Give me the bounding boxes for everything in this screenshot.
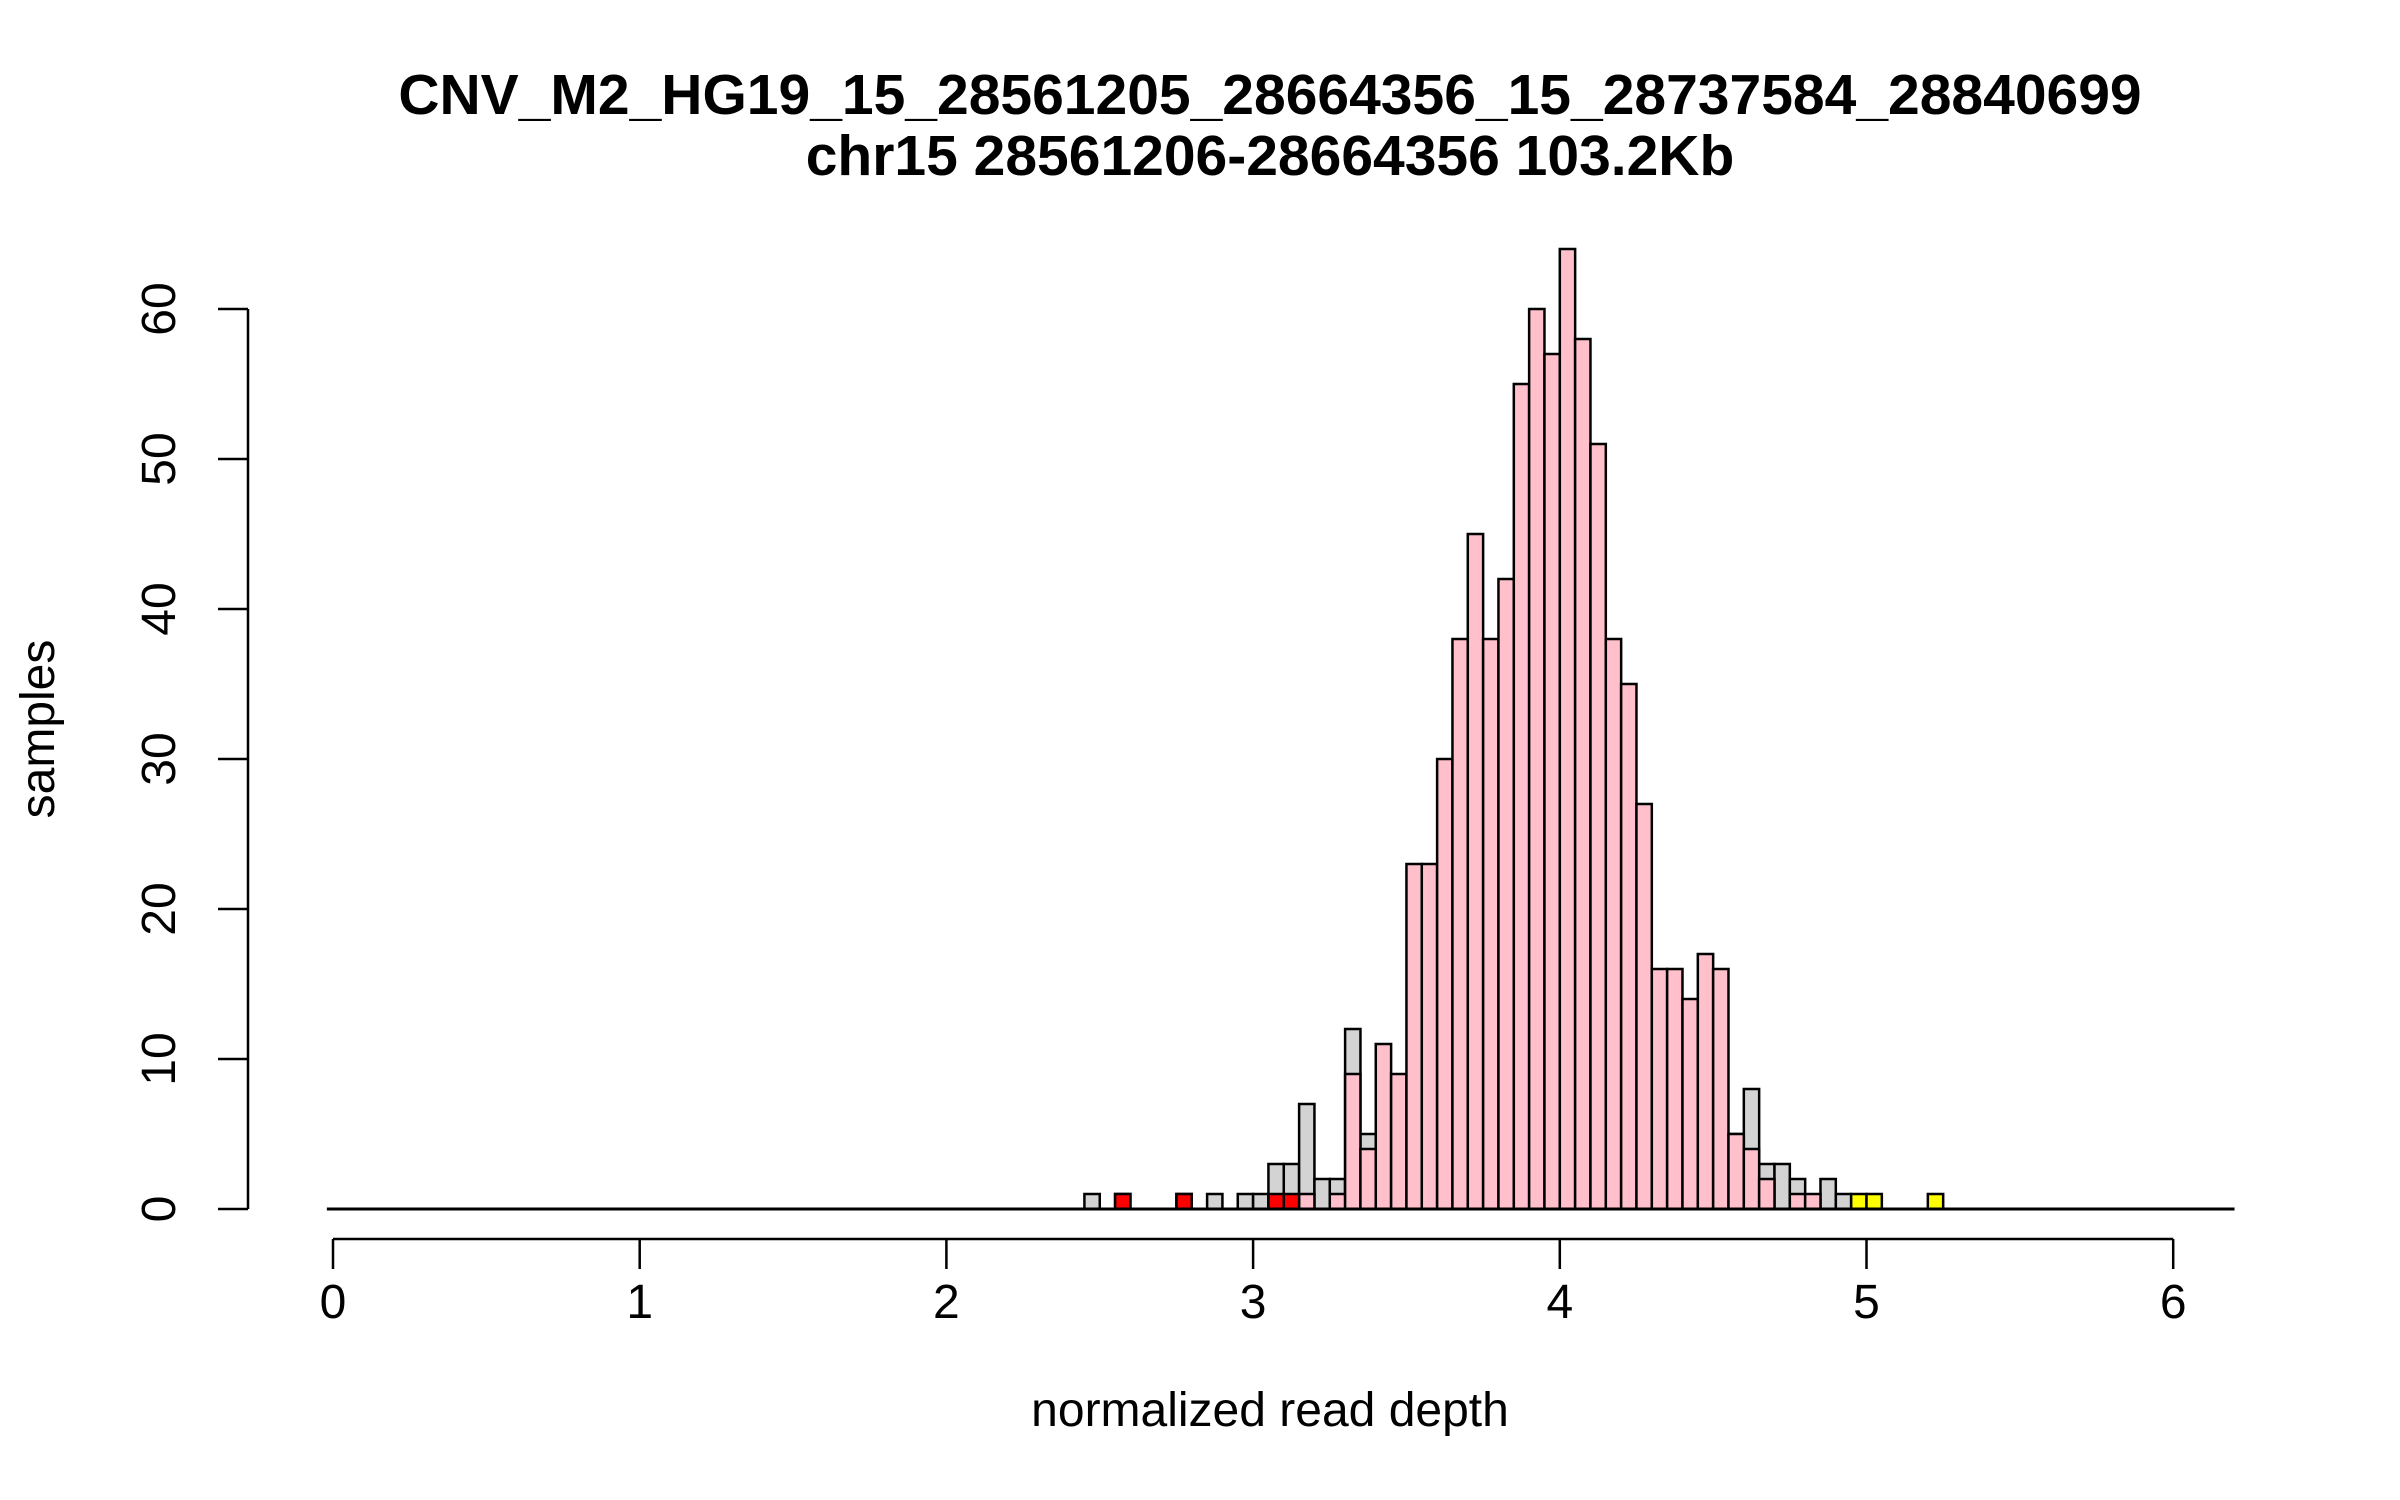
histogram-bar [1527,307,1546,1211]
y-axis: 0 10 20 30 40 50 60 [133,282,250,1223]
histogram-bar [1711,967,1730,1211]
histogram-bar [1205,1192,1224,1211]
histogram-bar [1650,967,1669,1211]
histogram-bar [1328,1192,1347,1211]
histogram-bar [1681,997,1700,1211]
histogram-bar [1865,1192,1884,1211]
x-tick-label: 6 [2160,1276,2187,1329]
y-tick-label: 40 [133,582,186,635]
x-tick-label: 1 [626,1276,653,1329]
x-tick-label: 0 [320,1276,347,1329]
histogram-bar [1558,247,1577,1211]
histogram-bar [1619,682,1638,1211]
y-tick-label: 10 [133,1032,186,1085]
histogram-bar [1113,1192,1132,1211]
histogram-bar [1359,1147,1378,1211]
histogram-bar [1175,1192,1194,1211]
histogram-bar [1834,1192,1853,1211]
histogram-bar [1757,1177,1776,1211]
histogram-bar [1742,1147,1761,1211]
histogram-bar [1573,337,1592,1211]
histogram-bar [1481,637,1500,1211]
histogram-bar [1926,1192,1945,1211]
histogram-bar [1297,1192,1316,1211]
histogram-bar [1466,532,1485,1211]
y-axis-label: samples [12,640,65,819]
x-axis-label: normalized read depth [1031,1384,1509,1437]
x-tick-label: 3 [1240,1276,1267,1329]
histogram-bar [1389,1072,1408,1211]
y-tick-label: 60 [133,282,186,335]
histogram-bars [1083,247,1945,1211]
chart-title: CNV_M2_HG19_15_28561205_28664356_15_2873… [398,63,2141,127]
histogram-bar [1604,637,1623,1211]
histogram-bar [1497,577,1516,1211]
histogram-bar [1405,862,1424,1211]
chart-subtitle: chr15 28561206-28664356 103.2Kb [806,124,1735,188]
histogram-bar [1236,1192,1255,1211]
histogram-bar [1420,862,1439,1211]
histogram-bar [1819,1177,1838,1211]
histogram-bar [1773,1162,1792,1211]
y-tick-label: 30 [133,732,186,785]
histogram-bar [1589,442,1608,1211]
y-tick-label: 20 [133,882,186,935]
x-tick-label: 2 [933,1276,960,1329]
histogram-bar [1727,1132,1746,1211]
histogram-bar [1251,1192,1270,1211]
histogram-bar [1665,967,1684,1211]
y-tick-label: 0 [133,1196,186,1223]
histogram-bar [1849,1192,1868,1211]
histogram-bar [1512,382,1531,1211]
x-axis: 0 1 2 3 4 5 6 [320,1237,2187,1329]
histogram-bar [1267,1192,1286,1211]
histogram-bar [1282,1192,1301,1211]
histogram-bar [1374,1042,1393,1211]
histogram-bar [1435,757,1454,1211]
x-tick-label: 4 [1546,1276,1573,1329]
histogram-bar [1343,1072,1362,1211]
y-tick-label: 50 [133,432,186,485]
histogram-bar [1451,637,1470,1211]
histogram-bar [1313,1177,1332,1211]
histogram-bar [1803,1192,1822,1211]
histogram-bar [1696,952,1715,1211]
histogram-bar [1543,352,1562,1211]
x-tick-label: 5 [1853,1276,1880,1329]
histogram-bar [1788,1192,1807,1211]
histogram-bar [1083,1192,1102,1211]
histogram-bar [1635,802,1654,1211]
